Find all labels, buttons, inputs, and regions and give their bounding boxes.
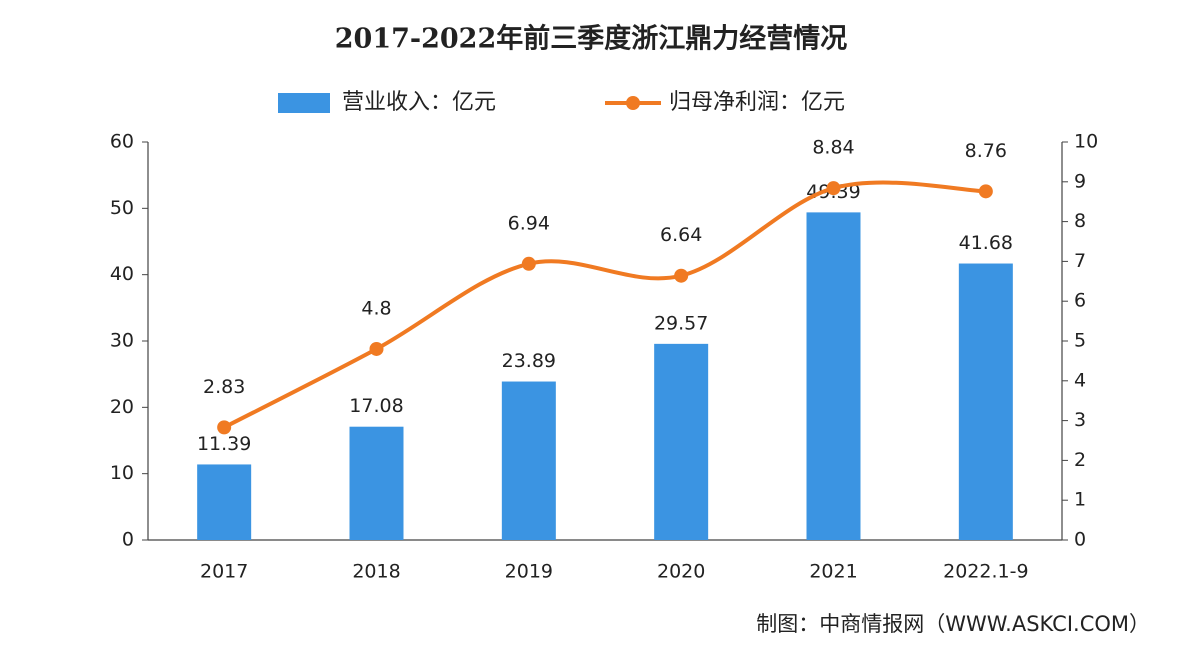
- source: 制图：中商情报网（WWW.ASKCI.COM）: [756, 612, 1150, 636]
- chart-title: 2017-2022年前三季度浙江鼎力经营情况: [335, 23, 848, 55]
- x-tick-label: 2018: [352, 561, 400, 583]
- bar: [958, 263, 1013, 540]
- y2-tick-label: 5: [1074, 330, 1086, 352]
- line-point: [978, 184, 993, 199]
- y2-tick-label: 0: [1074, 529, 1086, 551]
- y-tick-label: 0: [122, 529, 134, 551]
- line-point: [369, 341, 384, 356]
- y2-tick-label: 1: [1074, 489, 1086, 511]
- line-point: [217, 420, 232, 435]
- bar-value-label: 11.39: [197, 433, 251, 455]
- y-tick-label: 50: [110, 197, 134, 219]
- line: [223, 180, 986, 430]
- line-point: [674, 268, 689, 283]
- line-value-label: 6.94: [508, 212, 550, 234]
- bar-value-label: 41.68: [959, 232, 1013, 254]
- y-tick-label: 20: [110, 396, 134, 418]
- y-tick-label: 60: [110, 131, 134, 153]
- line-value-label: 2.83: [203, 376, 245, 398]
- line-point: [521, 256, 536, 271]
- bar: [349, 426, 404, 540]
- y2-tick-label: 10: [1074, 131, 1098, 153]
- line-value-label: 4.8: [361, 297, 391, 319]
- x-tick-label: 2017: [200, 561, 248, 583]
- bar: [197, 464, 252, 540]
- x-tick-label: 2019: [505, 561, 553, 583]
- legend-label: 归母净利润：亿元: [669, 90, 845, 115]
- line-value-label: 8.76: [965, 140, 1007, 162]
- y-tick-label: 40: [110, 263, 134, 285]
- y-tick-label: 10: [110, 462, 134, 484]
- y2-tick-label: 4: [1074, 369, 1086, 391]
- y2-tick-label: 3: [1074, 409, 1086, 431]
- bar-value-label: 29.57: [654, 312, 708, 334]
- y2-tick-label: 7: [1074, 250, 1086, 272]
- bar: [501, 381, 556, 540]
- x-tick-label: 2020: [657, 561, 705, 583]
- x-tick-label: 2021: [809, 561, 857, 583]
- y-tick-label: 30: [110, 330, 134, 352]
- legend-swatch: [278, 93, 330, 113]
- x-tick-label: 2022.1-9: [943, 561, 1028, 583]
- line-value-label: 8.84: [812, 137, 854, 159]
- legend-label: 营业收入：亿元: [342, 90, 496, 115]
- legend-swatch: [626, 96, 640, 110]
- line-point: [826, 181, 841, 196]
- y2-tick-label: 8: [1074, 210, 1086, 232]
- bar-value-label: 23.89: [502, 350, 556, 372]
- bar: [654, 343, 709, 540]
- y2-tick-label: 2: [1074, 449, 1086, 471]
- line-value-label: 6.64: [660, 224, 702, 246]
- bar-value-label: 17.08: [349, 395, 403, 417]
- y2-tick-label: 6: [1074, 290, 1086, 312]
- y2-tick-label: 9: [1074, 170, 1086, 192]
- bar: [806, 212, 861, 540]
